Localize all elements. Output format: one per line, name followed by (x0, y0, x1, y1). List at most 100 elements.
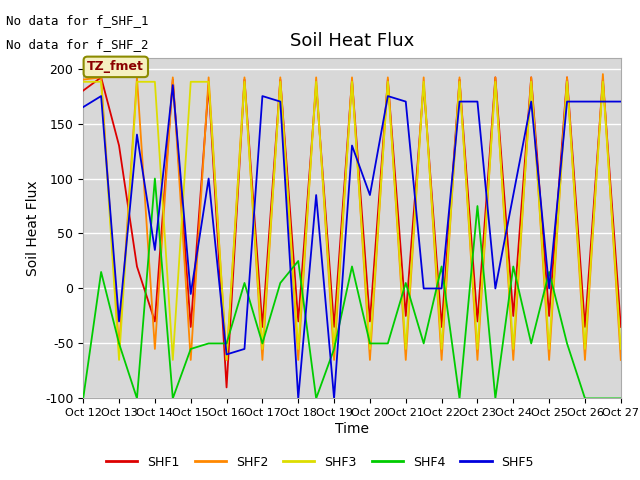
SHF1 (617, 324, 625, 330)
SHF5 (79, 104, 87, 110)
SHF2 (259, 357, 266, 363)
SHF1 (474, 319, 481, 324)
SHF1 (241, 77, 248, 83)
SHF2 (169, 74, 177, 80)
SHF2 (241, 74, 248, 80)
SHF5 (581, 99, 589, 105)
SHF1 (366, 319, 374, 324)
SHF5 (187, 291, 195, 297)
SHF2 (402, 357, 410, 363)
SHF1 (527, 74, 535, 80)
SHF3 (402, 346, 410, 352)
SHF2 (348, 74, 356, 80)
SHF3 (509, 346, 517, 352)
SHF3 (366, 346, 374, 352)
SHF4 (330, 346, 338, 352)
SHF5 (527, 99, 535, 105)
SHF2 (456, 74, 463, 80)
SHF4 (599, 396, 607, 401)
SHF1 (348, 77, 356, 83)
SHF5 (151, 247, 159, 253)
SHF1 (294, 319, 302, 324)
SHF3 (456, 79, 463, 84)
SHF4 (151, 176, 159, 181)
SHF1 (384, 77, 392, 83)
SHF1 (115, 143, 123, 148)
SHF1 (205, 82, 212, 88)
SHF5 (456, 99, 463, 105)
SHF4 (384, 340, 392, 346)
Text: No data for f_SHF_1: No data for f_SHF_1 (6, 14, 149, 27)
SHF5 (205, 176, 212, 181)
SHF4 (581, 396, 589, 401)
SHF2 (545, 357, 553, 363)
SHF2 (187, 357, 195, 363)
SHF3 (599, 79, 607, 84)
SHF3 (438, 346, 445, 352)
SHF1 (420, 82, 428, 88)
SHF3 (294, 346, 302, 352)
SHF1 (599, 77, 607, 83)
SHF3 (259, 346, 266, 352)
X-axis label: Time: Time (335, 422, 369, 436)
SHF3 (474, 346, 481, 352)
SHF3 (276, 79, 284, 84)
Title: Soil Heat Flux: Soil Heat Flux (290, 33, 414, 50)
SHF3 (241, 79, 248, 84)
SHF4 (187, 346, 195, 352)
Line: SHF2: SHF2 (83, 74, 621, 360)
SHF5 (438, 286, 445, 291)
SHF4 (617, 396, 625, 401)
SHF1 (312, 82, 320, 88)
SHF2 (151, 346, 159, 352)
SHF1 (330, 324, 338, 330)
SHF4 (492, 396, 499, 401)
SHF2 (474, 357, 481, 363)
SHF5 (366, 192, 374, 198)
SHF2 (420, 74, 428, 80)
Y-axis label: Soil Heat Flux: Soil Heat Flux (26, 180, 40, 276)
SHF3 (223, 357, 230, 363)
SHF1 (581, 324, 589, 330)
SHF2 (563, 74, 571, 80)
SHF3 (205, 79, 212, 84)
SHF5 (312, 192, 320, 198)
SHF4 (115, 340, 123, 346)
Line: SHF4: SHF4 (83, 179, 621, 398)
SHF3 (151, 79, 159, 84)
SHF2 (527, 74, 535, 80)
SHF3 (545, 346, 553, 352)
SHF5 (402, 99, 410, 105)
SHF1 (223, 384, 230, 390)
SHF3 (169, 357, 177, 363)
SHF4 (420, 340, 428, 346)
SHF2 (205, 74, 212, 80)
SHF1 (151, 319, 159, 324)
SHF5 (563, 99, 571, 105)
SHF2 (330, 357, 338, 363)
SHF3 (312, 79, 320, 84)
SHF2 (492, 74, 499, 80)
SHF5 (133, 132, 141, 137)
SHF1 (97, 74, 105, 80)
SHF1 (259, 324, 266, 330)
SHF4 (545, 269, 553, 275)
SHF1 (276, 77, 284, 83)
SHF2 (115, 346, 123, 352)
SHF5 (384, 93, 392, 99)
SHF1 (169, 77, 177, 83)
Line: SHF1: SHF1 (83, 77, 621, 387)
SHF2 (79, 77, 87, 83)
SHF3 (187, 79, 195, 84)
SHF3 (97, 79, 105, 84)
SHF5 (115, 319, 123, 324)
SHF5 (97, 93, 105, 99)
SHF3 (79, 79, 87, 84)
SHF1 (438, 324, 445, 330)
SHF1 (545, 313, 553, 319)
SHF5 (169, 82, 177, 88)
SHF1 (187, 324, 195, 330)
SHF2 (133, 74, 141, 80)
SHF5 (617, 99, 625, 105)
SHF4 (563, 340, 571, 346)
